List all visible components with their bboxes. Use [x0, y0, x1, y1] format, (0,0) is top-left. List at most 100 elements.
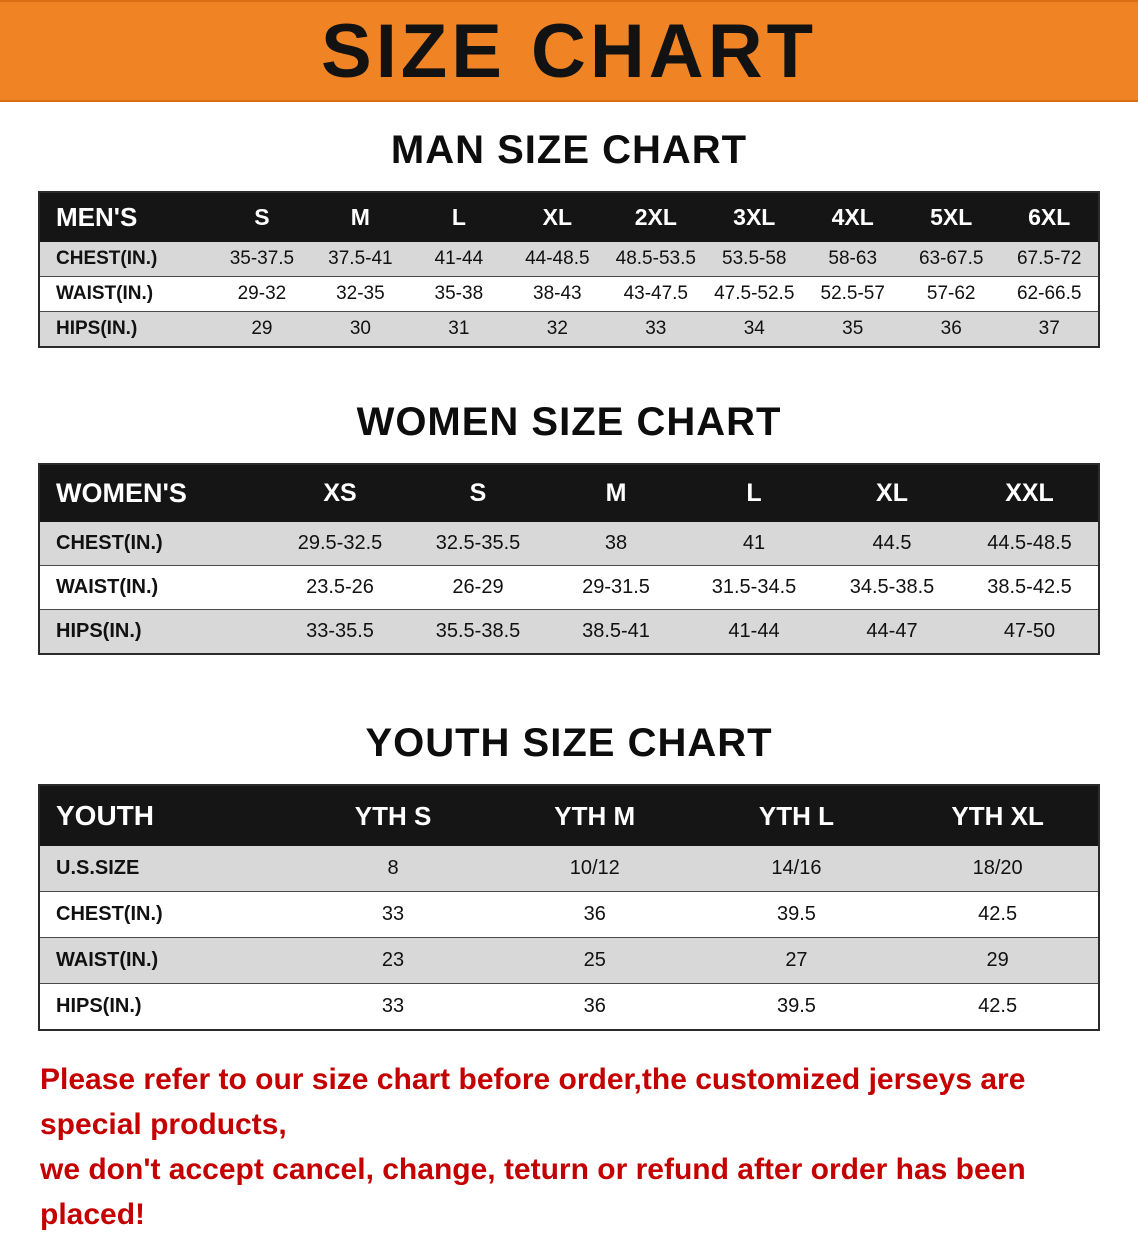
size-value: 8 [387, 857, 399, 879]
size-value: 57-62 [926, 283, 976, 304]
size-value: 42.5 [978, 903, 1018, 925]
size-value: 53.5-58 [722, 248, 787, 269]
size-value: 44-47 [866, 620, 918, 642]
size-value: 14/16 [771, 857, 822, 879]
size-column-header: S [409, 464, 547, 522]
footer-notice: Please refer to our size chart before or… [40, 1057, 1098, 1237]
size-value: 10/12 [569, 857, 620, 879]
size-value: 41-44 [434, 248, 484, 269]
size-value: 34 [743, 318, 765, 339]
size-value: 34.5-38.5 [849, 576, 935, 598]
charts-container: MAN SIZE CHART MEN'S S M L XL 2XL 3XL 4XL 5XL 6XL C… [0, 128, 1138, 1031]
header-row: WOMEN'S XS S M L XL XXL [39, 464, 1099, 522]
header-row: YOUTH YTH S YTH M YTH L YTH XL [39, 785, 1099, 846]
size-value: 44.5-48.5 [987, 532, 1072, 554]
row-label: CHEST(IN.) [56, 248, 158, 269]
banner: SIZE CHART [0, 0, 1138, 102]
size-column-header: M [311, 192, 410, 242]
size-value: 29-32 [237, 283, 287, 304]
size-column-header: 2XL [606, 192, 706, 242]
size-value: 33 [381, 995, 405, 1017]
size-value: 48.5-53.5 [615, 248, 696, 269]
table-row: HIPS(IN.) 29 30 31 32 33 34 35 36 37 [39, 311, 1099, 347]
size-column-header: S [212, 192, 312, 242]
table-row: CHEST(IN.) 33 36 39.5 42.5 [39, 891, 1099, 938]
table-row: WAIST(IN.) 23.5-26 26-29 29-31.5 31.5-34.5 34… [39, 565, 1099, 610]
size-value: 39.5 [776, 903, 816, 925]
table-row: WAIST(IN.) 23 25 27 29 [39, 937, 1099, 984]
page-title: SIZE CHART [321, 8, 817, 94]
size-value: 25 [583, 949, 606, 971]
size-value: 30 [349, 318, 371, 339]
row-label: U.S.SIZE [56, 857, 140, 879]
youth-section: YOUTH SIZE CHART YOUTH YTH S YTH M YTH L YTH … [0, 721, 1138, 1031]
size-column-header: YTH XL [897, 785, 1099, 846]
table-corner-label: YOUTH [39, 785, 293, 846]
size-value: 47-50 [1003, 620, 1056, 642]
size-value: 67.5-72 [1016, 248, 1082, 269]
size-value: 38.5-42.5 [987, 576, 1072, 598]
notice-line-1: Please refer to our size chart before or… [40, 1063, 1026, 1141]
mens-section: MAN SIZE CHART MEN'S S M L XL 2XL 3XL 4XL 5XL 6XL C… [0, 128, 1138, 348]
size-value: 44.5 [872, 532, 912, 554]
size-column-header: YTH L [695, 785, 898, 846]
size-column-header: 6XL [1000, 192, 1099, 242]
table-row: U.S.SIZE 8 10/12 14/16 18/20 [39, 846, 1099, 892]
row-label: CHEST(IN.) [56, 532, 163, 554]
size-value: 41-44 [728, 620, 780, 642]
size-value: 23.5-26 [306, 576, 374, 598]
size-column-header: XXL [961, 464, 1099, 522]
size-value: 63-67.5 [918, 248, 984, 269]
size-value: 35-38 [434, 283, 484, 304]
size-value: 26-29 [452, 576, 504, 598]
mens-heading: MAN SIZE CHART [390, 128, 748, 172]
size-value: 41 [742, 532, 766, 554]
size-column-header: L [409, 192, 509, 242]
table-row: CHEST(IN.) 29.5-32.5 32.5-35.5 38 41 44.5 44.5… [39, 522, 1099, 566]
size-value: 23 [381, 949, 405, 971]
size-column-header: YTH S [292, 785, 494, 846]
table-corner-label: MEN'S [39, 192, 213, 242]
mens-table: MEN'S S M L XL 2XL 3XL 4XL 5XL 6XL CHEST(IN.) 35-37… [38, 191, 1100, 348]
size-value: 37.5-41 [328, 248, 393, 269]
size-column-header: 3XL [705, 192, 804, 242]
row-label: CHEST(IN.) [56, 903, 163, 925]
row-label: WAIST(IN.) [56, 949, 159, 971]
size-column-header: YTH M [493, 785, 696, 846]
row-label: HIPS(IN.) [56, 318, 138, 339]
table-corner-label: WOMEN'S [39, 464, 271, 522]
row-label: WAIST(IN.) [56, 283, 154, 304]
size-value: 58-63 [828, 248, 878, 269]
youth-table: YOUTH YTH S YTH M YTH L YTH XL U.S.SIZE 8 10/12… [38, 784, 1100, 1031]
size-value: 32 [546, 318, 568, 339]
size-value: 38-43 [533, 283, 582, 304]
size-value: 33 [381, 903, 405, 925]
size-value: 36 [940, 318, 962, 339]
size-column-header: XL [823, 464, 961, 522]
size-value: 27 [785, 949, 808, 971]
size-value: 33 [645, 318, 667, 339]
size-column-header: XL [508, 192, 607, 242]
row-label: HIPS(IN.) [56, 620, 142, 642]
womens-section: WOMEN SIZE CHART WOMEN'S XS S M L XL XXL CHEST(I… [0, 400, 1138, 655]
size-value: 36 [583, 903, 606, 925]
size-value: 36 [583, 995, 606, 1017]
size-column-header: L [685, 464, 823, 522]
size-value: 52.5-57 [820, 283, 885, 304]
size-value: 35-37.5 [229, 248, 295, 269]
size-value: 43-47.5 [623, 283, 689, 304]
notice-line-2: we don't accept cancel, change, teturn o… [40, 1153, 1026, 1231]
size-value: 29.5-32.5 [297, 532, 383, 554]
size-value: 32-35 [336, 283, 385, 304]
size-value: 35.5-38.5 [435, 620, 521, 642]
size-value: 35 [842, 318, 864, 339]
size-value: 38.5-41 [582, 620, 650, 642]
table-row: HIPS(IN.) 33 36 39.5 42.5 [39, 983, 1099, 1030]
table-row: CHEST(IN.) 35-37.5 37.5-41 41-44 44-48.5 48.5… [39, 242, 1099, 277]
womens-heading: WOMEN SIZE CHART [356, 400, 782, 444]
size-value: 37 [1038, 318, 1060, 339]
row-label: HIPS(IN.) [56, 995, 142, 1017]
size-value: 32.5-35.5 [435, 532, 521, 554]
size-value: 47.5-52.5 [714, 283, 795, 304]
